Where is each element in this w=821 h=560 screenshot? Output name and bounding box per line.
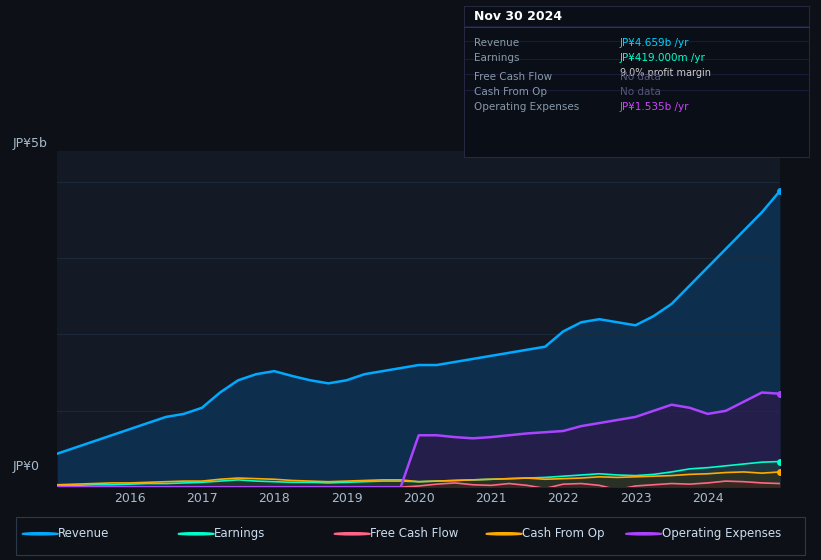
Circle shape: [178, 533, 214, 535]
Text: Nov 30 2024: Nov 30 2024: [474, 10, 562, 23]
Circle shape: [22, 533, 58, 535]
Text: Revenue: Revenue: [474, 38, 519, 48]
Text: JP¥419.000m /yr: JP¥419.000m /yr: [620, 53, 706, 63]
Text: Cash From Op: Cash From Op: [474, 87, 547, 97]
Text: No data: No data: [620, 87, 661, 97]
Text: Free Cash Flow: Free Cash Flow: [474, 72, 552, 82]
Text: Revenue: Revenue: [58, 528, 110, 540]
FancyBboxPatch shape: [16, 517, 805, 555]
Text: No data: No data: [620, 72, 661, 82]
Text: Free Cash Flow: Free Cash Flow: [370, 528, 459, 540]
Text: Operating Expenses: Operating Expenses: [474, 102, 579, 112]
Text: Cash From Op: Cash From Op: [522, 528, 604, 540]
Circle shape: [486, 533, 522, 535]
Text: JP¥5b: JP¥5b: [12, 137, 47, 150]
Text: 9.0% profit margin: 9.0% profit margin: [620, 68, 711, 78]
Text: Earnings: Earnings: [474, 53, 519, 63]
Text: JP¥1.535b /yr: JP¥1.535b /yr: [620, 102, 690, 112]
Text: JP¥4.659b /yr: JP¥4.659b /yr: [620, 38, 690, 48]
Circle shape: [334, 533, 370, 535]
Text: Earnings: Earnings: [214, 528, 266, 540]
Text: Operating Expenses: Operating Expenses: [662, 528, 781, 540]
Text: JP¥0: JP¥0: [12, 460, 39, 473]
Circle shape: [626, 533, 662, 535]
